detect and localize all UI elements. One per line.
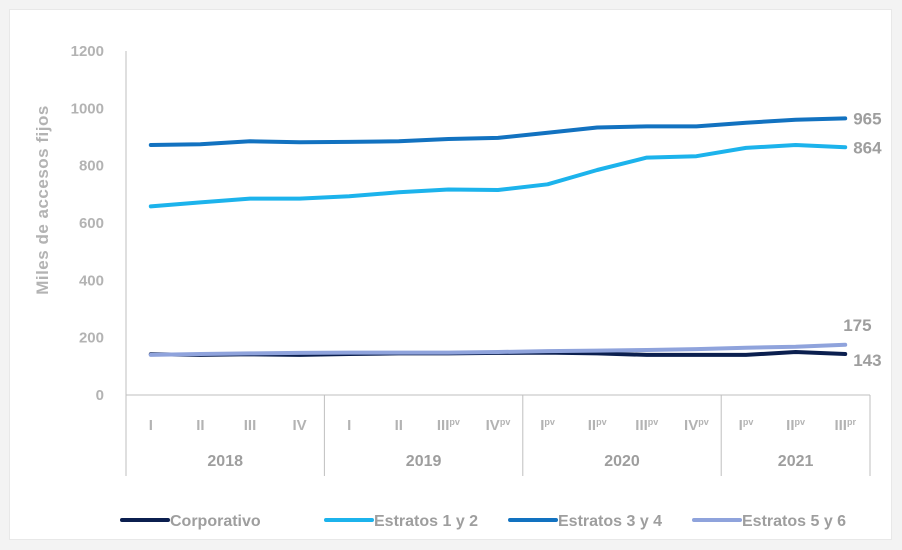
- x-tick-label: Ipv: [739, 417, 754, 434]
- legend-label: Estratos 3 y 4: [558, 513, 662, 530]
- legend-label: Estratos 1 y 2: [374, 513, 478, 530]
- y-tick-label: 800: [79, 158, 104, 175]
- x-tick-label: I: [149, 417, 153, 434]
- x-tick-label: II: [196, 417, 204, 434]
- y-tick-label: 1000: [71, 100, 104, 117]
- x-tick-label: IIIpv: [437, 417, 460, 434]
- chart-card: Miles de accesos fijos 0 200 400 600 800 1000…: [9, 9, 892, 540]
- line-chart: Miles de accesos fijos 0 200 400 600 800 1000…: [33, 43, 882, 530]
- y-axis-label: Miles de accesos fijos: [33, 105, 52, 295]
- year-label: 2018: [207, 453, 243, 470]
- series-line: [148, 342, 848, 357]
- x-tick-label: IV: [293, 417, 307, 434]
- x-tick-label: Ipv: [540, 417, 555, 434]
- x-tick-label: IVpv: [684, 417, 709, 434]
- legend-label: Estratos 5 y 6: [742, 513, 846, 530]
- x-tick-label: IIpv: [588, 417, 607, 434]
- year-label: 2021: [778, 453, 814, 470]
- x-tick-label: IIIpr: [834, 417, 856, 434]
- legend-label: Corporativo: [170, 513, 261, 530]
- series-line: [148, 143, 848, 209]
- y-tick-label: 0: [96, 387, 104, 404]
- y-tick-label: 1200: [71, 43, 104, 60]
- year-label: 2019: [406, 453, 442, 470]
- data-labels: 143 864 965 175: [843, 109, 882, 370]
- x-tick-label: IVpv: [486, 417, 511, 434]
- x-tick-label: II: [395, 417, 403, 434]
- x-tick-label: IIpv: [786, 417, 805, 434]
- y-tick-label: 400: [79, 272, 104, 289]
- year-label: 2020: [604, 453, 640, 470]
- y-tick-label: 600: [79, 215, 104, 232]
- x-tick-label: I: [347, 417, 351, 434]
- x-tick-label: IIIpv: [635, 417, 658, 434]
- series-line: [148, 116, 848, 147]
- data-label: 965: [853, 109, 881, 128]
- legend: Corporativo Estratos 1 y 2 Estratos 3 y 4 E…: [120, 513, 846, 530]
- series-lines: [148, 116, 848, 357]
- x-tick-label: III: [244, 417, 257, 434]
- data-label: 175: [843, 316, 871, 335]
- data-label: 864: [853, 138, 882, 157]
- data-label: 143: [853, 351, 881, 370]
- y-tick-label: 200: [79, 330, 104, 347]
